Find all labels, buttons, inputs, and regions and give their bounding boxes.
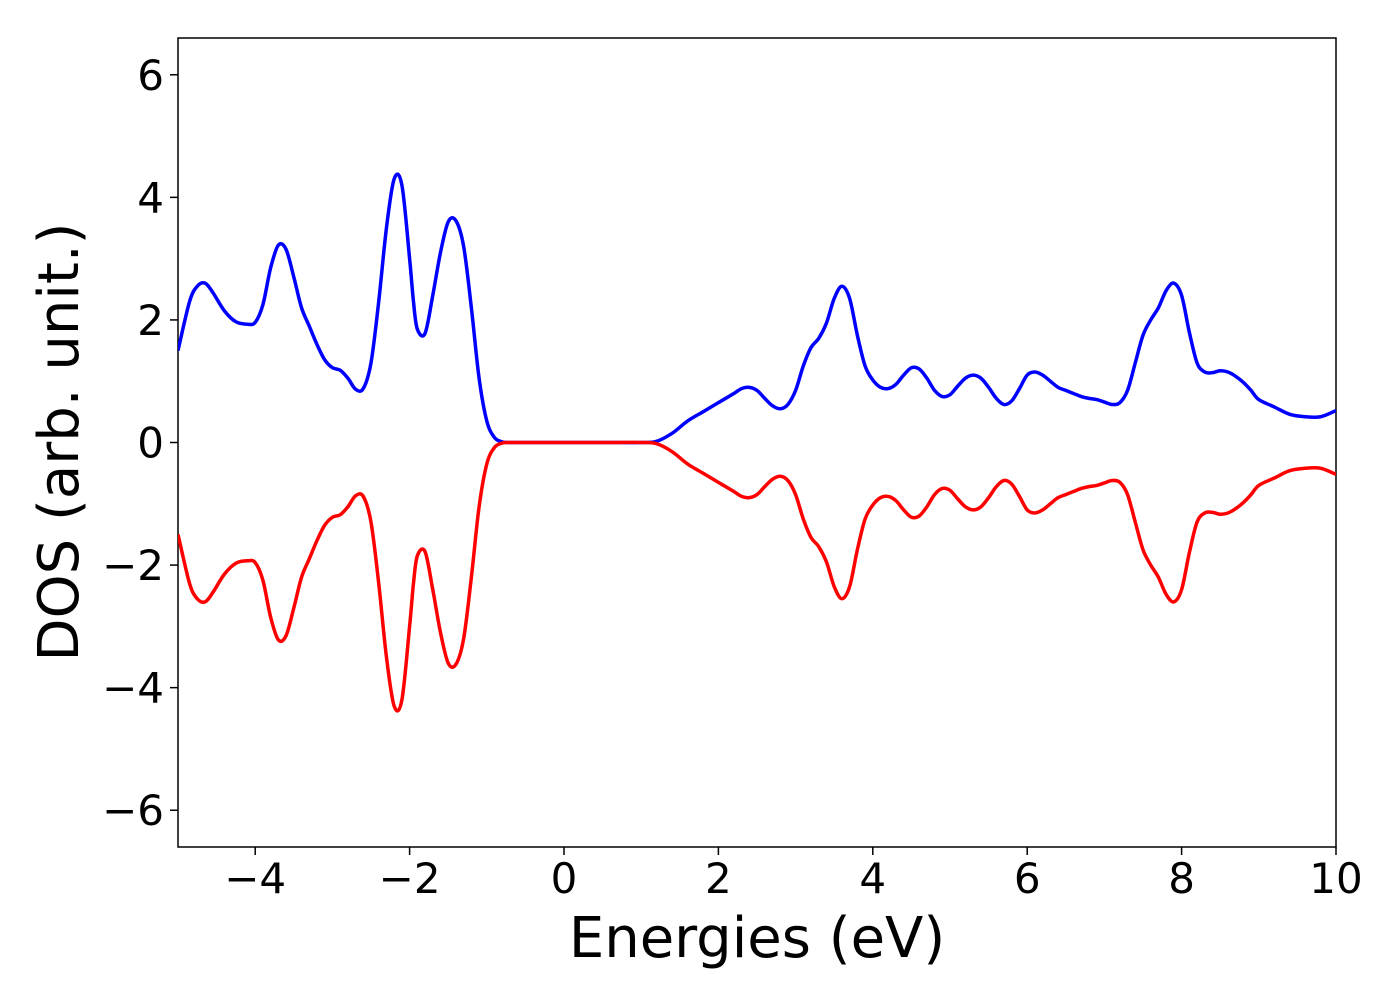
x-ticks: −4 −2 0 2 4 6 8 10: [224, 847, 1363, 903]
series-line-red: [178, 440, 1336, 713]
y-axis-title: DOS (arb. unit.): [27, 222, 92, 661]
y-tick-label: 2: [137, 296, 164, 345]
x-tick-label: 0: [551, 854, 578, 903]
x-tick-label: 2: [705, 854, 732, 903]
y-tick-label: 0: [137, 419, 164, 468]
y-tick-label: −6: [102, 786, 164, 835]
plot-area-frame: [177, 37, 1337, 848]
x-tick-label: 10: [1309, 854, 1362, 903]
y-tick-label: 6: [137, 51, 164, 100]
y-ticks: −6 −4 −2 0 2 4 6: [102, 51, 178, 835]
x-tick-label: 6: [1014, 854, 1041, 903]
x-tick-label: 8: [1168, 854, 1195, 903]
series-line-blue: [178, 172, 1336, 445]
y-tick-label: −2: [102, 541, 164, 590]
x-tick-label: 4: [859, 854, 886, 903]
y-tick-label: −4: [102, 664, 164, 713]
x-tick-label: −4: [224, 854, 286, 903]
x-axis-title: Energies (eV): [569, 906, 945, 971]
series-layer: [178, 172, 1336, 713]
x-tick-label: −2: [379, 854, 441, 903]
y-tick-label: 4: [137, 173, 164, 222]
